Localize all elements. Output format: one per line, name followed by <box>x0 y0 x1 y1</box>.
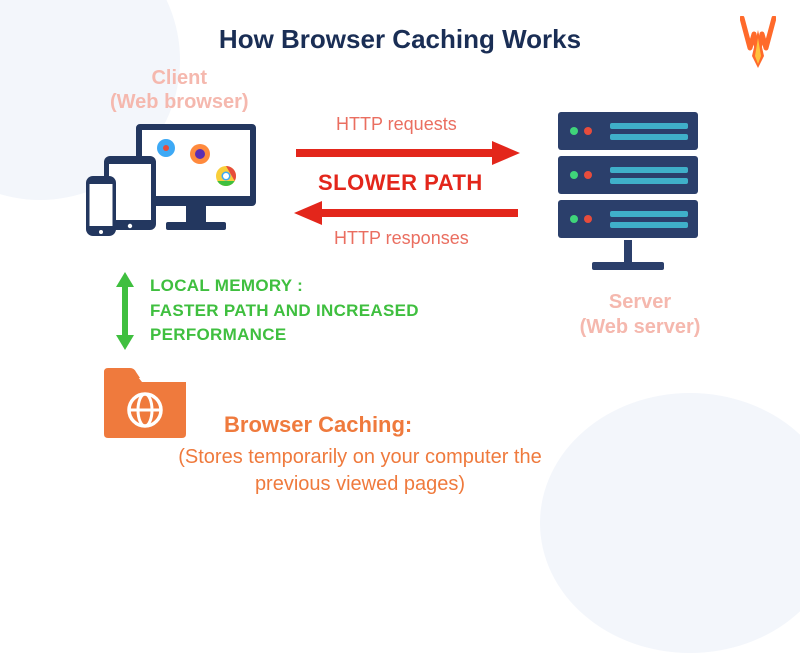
local-memory-line3: PERFORMANCE <box>150 325 286 344</box>
caching-desc-line2: previous viewed pages) <box>255 473 465 495</box>
background-blob-bottom-right <box>540 393 800 653</box>
diagram-title: How Browser Caching Works <box>0 24 800 55</box>
local-memory-line2: FASTER PATH AND INCREASED <box>150 301 419 320</box>
http-responses-label: HTTP responses <box>334 228 469 249</box>
client-label: Client (Web browser) <box>110 66 249 114</box>
server-label: Server (Web server) <box>560 290 720 340</box>
arrow-left-icon <box>294 200 520 226</box>
http-requests-label: HTTP requests <box>336 114 457 135</box>
browser-caching-title: Browser Caching: <box>224 412 412 438</box>
server-label-line2: (Web server) <box>580 316 701 338</box>
server-icon <box>548 112 708 282</box>
slower-path-label: SLOWER PATH <box>318 170 483 196</box>
local-memory-text: LOCAL MEMORY : FASTER PATH AND INCREASED… <box>150 274 510 348</box>
caching-desc-line1: (Stores temporarily on your computer the <box>178 446 542 468</box>
client-label-line1: Client <box>151 67 207 89</box>
client-devices-icon <box>86 124 266 244</box>
w-logo-icon <box>740 16 776 72</box>
browser-caching-description: (Stores temporarily on your computer the… <box>80 444 640 498</box>
server-label-line1: Server <box>609 291 671 313</box>
local-memory-line1: LOCAL MEMORY : <box>150 276 303 295</box>
client-label-line2: (Web browser) <box>110 91 249 113</box>
cache-folder-icon <box>100 360 190 438</box>
arrow-updown-icon <box>114 272 136 350</box>
arrow-right-icon <box>294 140 520 166</box>
